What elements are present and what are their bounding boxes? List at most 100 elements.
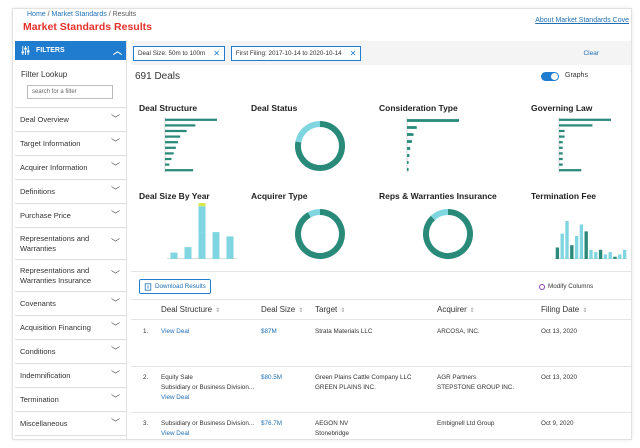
bar[interactable]: [165, 135, 181, 138]
chart-deal-size-by-year[interactable]: [167, 201, 237, 259]
view-deal-link[interactable]: View Deal: [161, 429, 190, 437]
bar[interactable]: [608, 252, 612, 259]
bar[interactable]: [165, 124, 196, 127]
chevron-down-icon[interactable]: ﹀: [110, 209, 120, 220]
sidebar-item-acquirer-information[interactable]: Acquirer Information ﹀: [15, 156, 126, 180]
chart-consideration-type[interactable]: [403, 117, 463, 173]
deal-size-link[interactable]: $87M: [261, 328, 277, 335]
column-header-target[interactable]: Target ⇕: [315, 305, 346, 314]
sidebar-item-miscellaneous[interactable]: Miscellaneous ﹀: [15, 412, 126, 436]
bar[interactable]: [165, 157, 172, 161]
sort-icon[interactable]: ⇕: [469, 308, 475, 314]
chevron-down-icon[interactable]: ﹀: [110, 297, 120, 308]
breadcrumb-market-standards[interactable]: Market Standards: [51, 11, 107, 18]
bar[interactable]: [165, 129, 187, 133]
bar[interactable]: [559, 157, 563, 161]
bar[interactable]: [574, 235, 579, 259]
bar[interactable]: [560, 233, 564, 259]
pie-slice[interactable]: [430, 209, 449, 221]
column-header-acquirer[interactable]: Acquirer ⇕: [437, 305, 475, 314]
sidebar-item-covenants[interactable]: Covenants ﹀: [15, 292, 126, 316]
bar[interactable]: [165, 146, 176, 149]
sidebar-item-representations-and-warranties[interactable]: Representations and Warranties ﹀: [15, 228, 126, 260]
bar[interactable]: [198, 203, 206, 207]
clear-filters-button[interactable]: Clear: [583, 49, 599, 57]
bar[interactable]: [165, 169, 194, 172]
bar[interactable]: [170, 252, 178, 259]
sidebar-item-conditions[interactable]: Conditions ﹀: [15, 340, 126, 364]
bar[interactable]: [603, 254, 608, 259]
close-icon[interactable]: ✕: [349, 48, 357, 58]
chevron-down-icon[interactable]: ﹀: [110, 417, 120, 428]
bar[interactable]: [407, 140, 412, 143]
pie-slice[interactable]: [295, 121, 345, 171]
chart-deal-structure[interactable]: [161, 117, 221, 173]
bar[interactable]: [559, 118, 611, 121]
filter-chip-first-filing[interactable]: First Filing: 2017-10-14 to 2020-10-14 ✕: [230, 45, 362, 61]
bar[interactable]: [559, 141, 563, 144]
breadcrumb-home[interactable]: Home: [27, 11, 46, 18]
bar[interactable]: [559, 129, 565, 133]
bar[interactable]: [598, 249, 603, 259]
modify-columns-button[interactable]: Modify Columns: [539, 283, 593, 290]
chevron-down-icon[interactable]: ﹀: [110, 237, 120, 248]
column-header-deal-size[interactable]: Deal Size ⇕: [261, 305, 304, 314]
view-deal-link[interactable]: View Deal: [161, 328, 190, 335]
filter-search-input[interactable]: search for a filter: [27, 85, 113, 99]
chevron-up-icon[interactable]: ︿: [112, 46, 122, 56]
column-header-filing-date[interactable]: Filing Date ⇕: [541, 305, 588, 314]
chart-governing-law[interactable]: [555, 117, 615, 173]
sort-icon[interactable]: ⇕: [298, 308, 304, 314]
pie-slice[interactable]: [307, 209, 321, 218]
bar[interactable]: [589, 249, 593, 259]
bar[interactable]: [584, 231, 588, 259]
bar[interactable]: [559, 152, 563, 155]
bar[interactable]: [198, 206, 206, 233]
bar[interactable]: [555, 247, 560, 259]
bar[interactable]: [407, 133, 414, 136]
pie-slice[interactable]: [295, 121, 321, 143]
sort-icon[interactable]: ⇕: [340, 308, 346, 314]
bar[interactable]: [613, 256, 617, 259]
bar[interactable]: [559, 169, 582, 172]
bar[interactable]: [579, 224, 584, 259]
bar[interactable]: [212, 232, 220, 259]
sidebar-item-indemnification[interactable]: Indemnification ﹀: [15, 364, 126, 388]
chevron-down-icon[interactable]: ﹀: [110, 113, 120, 124]
bar[interactable]: [618, 254, 622, 259]
chart-deal-status[interactable]: [293, 119, 347, 173]
bar[interactable]: [407, 154, 410, 157]
bar[interactable]: [198, 232, 206, 259]
pie-slice[interactable]: [423, 209, 473, 259]
about-link[interactable]: About Market Standards Cove: [535, 17, 629, 24]
bar[interactable]: [407, 147, 411, 150]
chevron-down-icon[interactable]: ﹀: [110, 185, 120, 196]
chart-acquirer-type[interactable]: [293, 207, 347, 261]
bar[interactable]: [184, 247, 192, 259]
bar[interactable]: [594, 252, 598, 259]
chevron-down-icon[interactable]: ﹀: [110, 321, 120, 332]
bar[interactable]: [559, 135, 565, 138]
close-icon[interactable]: ✕: [213, 48, 220, 58]
bar[interactable]: [407, 168, 409, 171]
deal-size-link[interactable]: $80.5M: [261, 374, 283, 381]
bar[interactable]: [622, 249, 627, 259]
bar[interactable]: [570, 245, 574, 259]
bar[interactable]: [165, 163, 170, 166]
view-deal-link[interactable]: View Deal: [161, 393, 190, 401]
sidebar-item-termination[interactable]: Termination ﹀: [15, 388, 126, 412]
sort-icon[interactable]: ⇕: [215, 308, 221, 314]
graphs-toggle[interactable]: [541, 72, 559, 81]
sidebar-item-deal-overview[interactable]: Deal Overview ﹀: [15, 108, 126, 132]
bar[interactable]: [565, 221, 569, 259]
bar[interactable]: [407, 126, 417, 129]
bar[interactable]: [407, 161, 409, 164]
sidebar-item-target-information[interactable]: Target Information ﹀: [15, 132, 126, 156]
bar[interactable]: [165, 118, 217, 121]
bar[interactable]: [165, 152, 174, 155]
bar[interactable]: [165, 141, 178, 144]
pie-slice[interactable]: [295, 209, 345, 259]
chart-rw-insurance[interactable]: [421, 207, 475, 261]
deal-size-link[interactable]: $76.7M: [261, 420, 283, 427]
chevron-down-icon[interactable]: ﹀: [110, 269, 120, 280]
